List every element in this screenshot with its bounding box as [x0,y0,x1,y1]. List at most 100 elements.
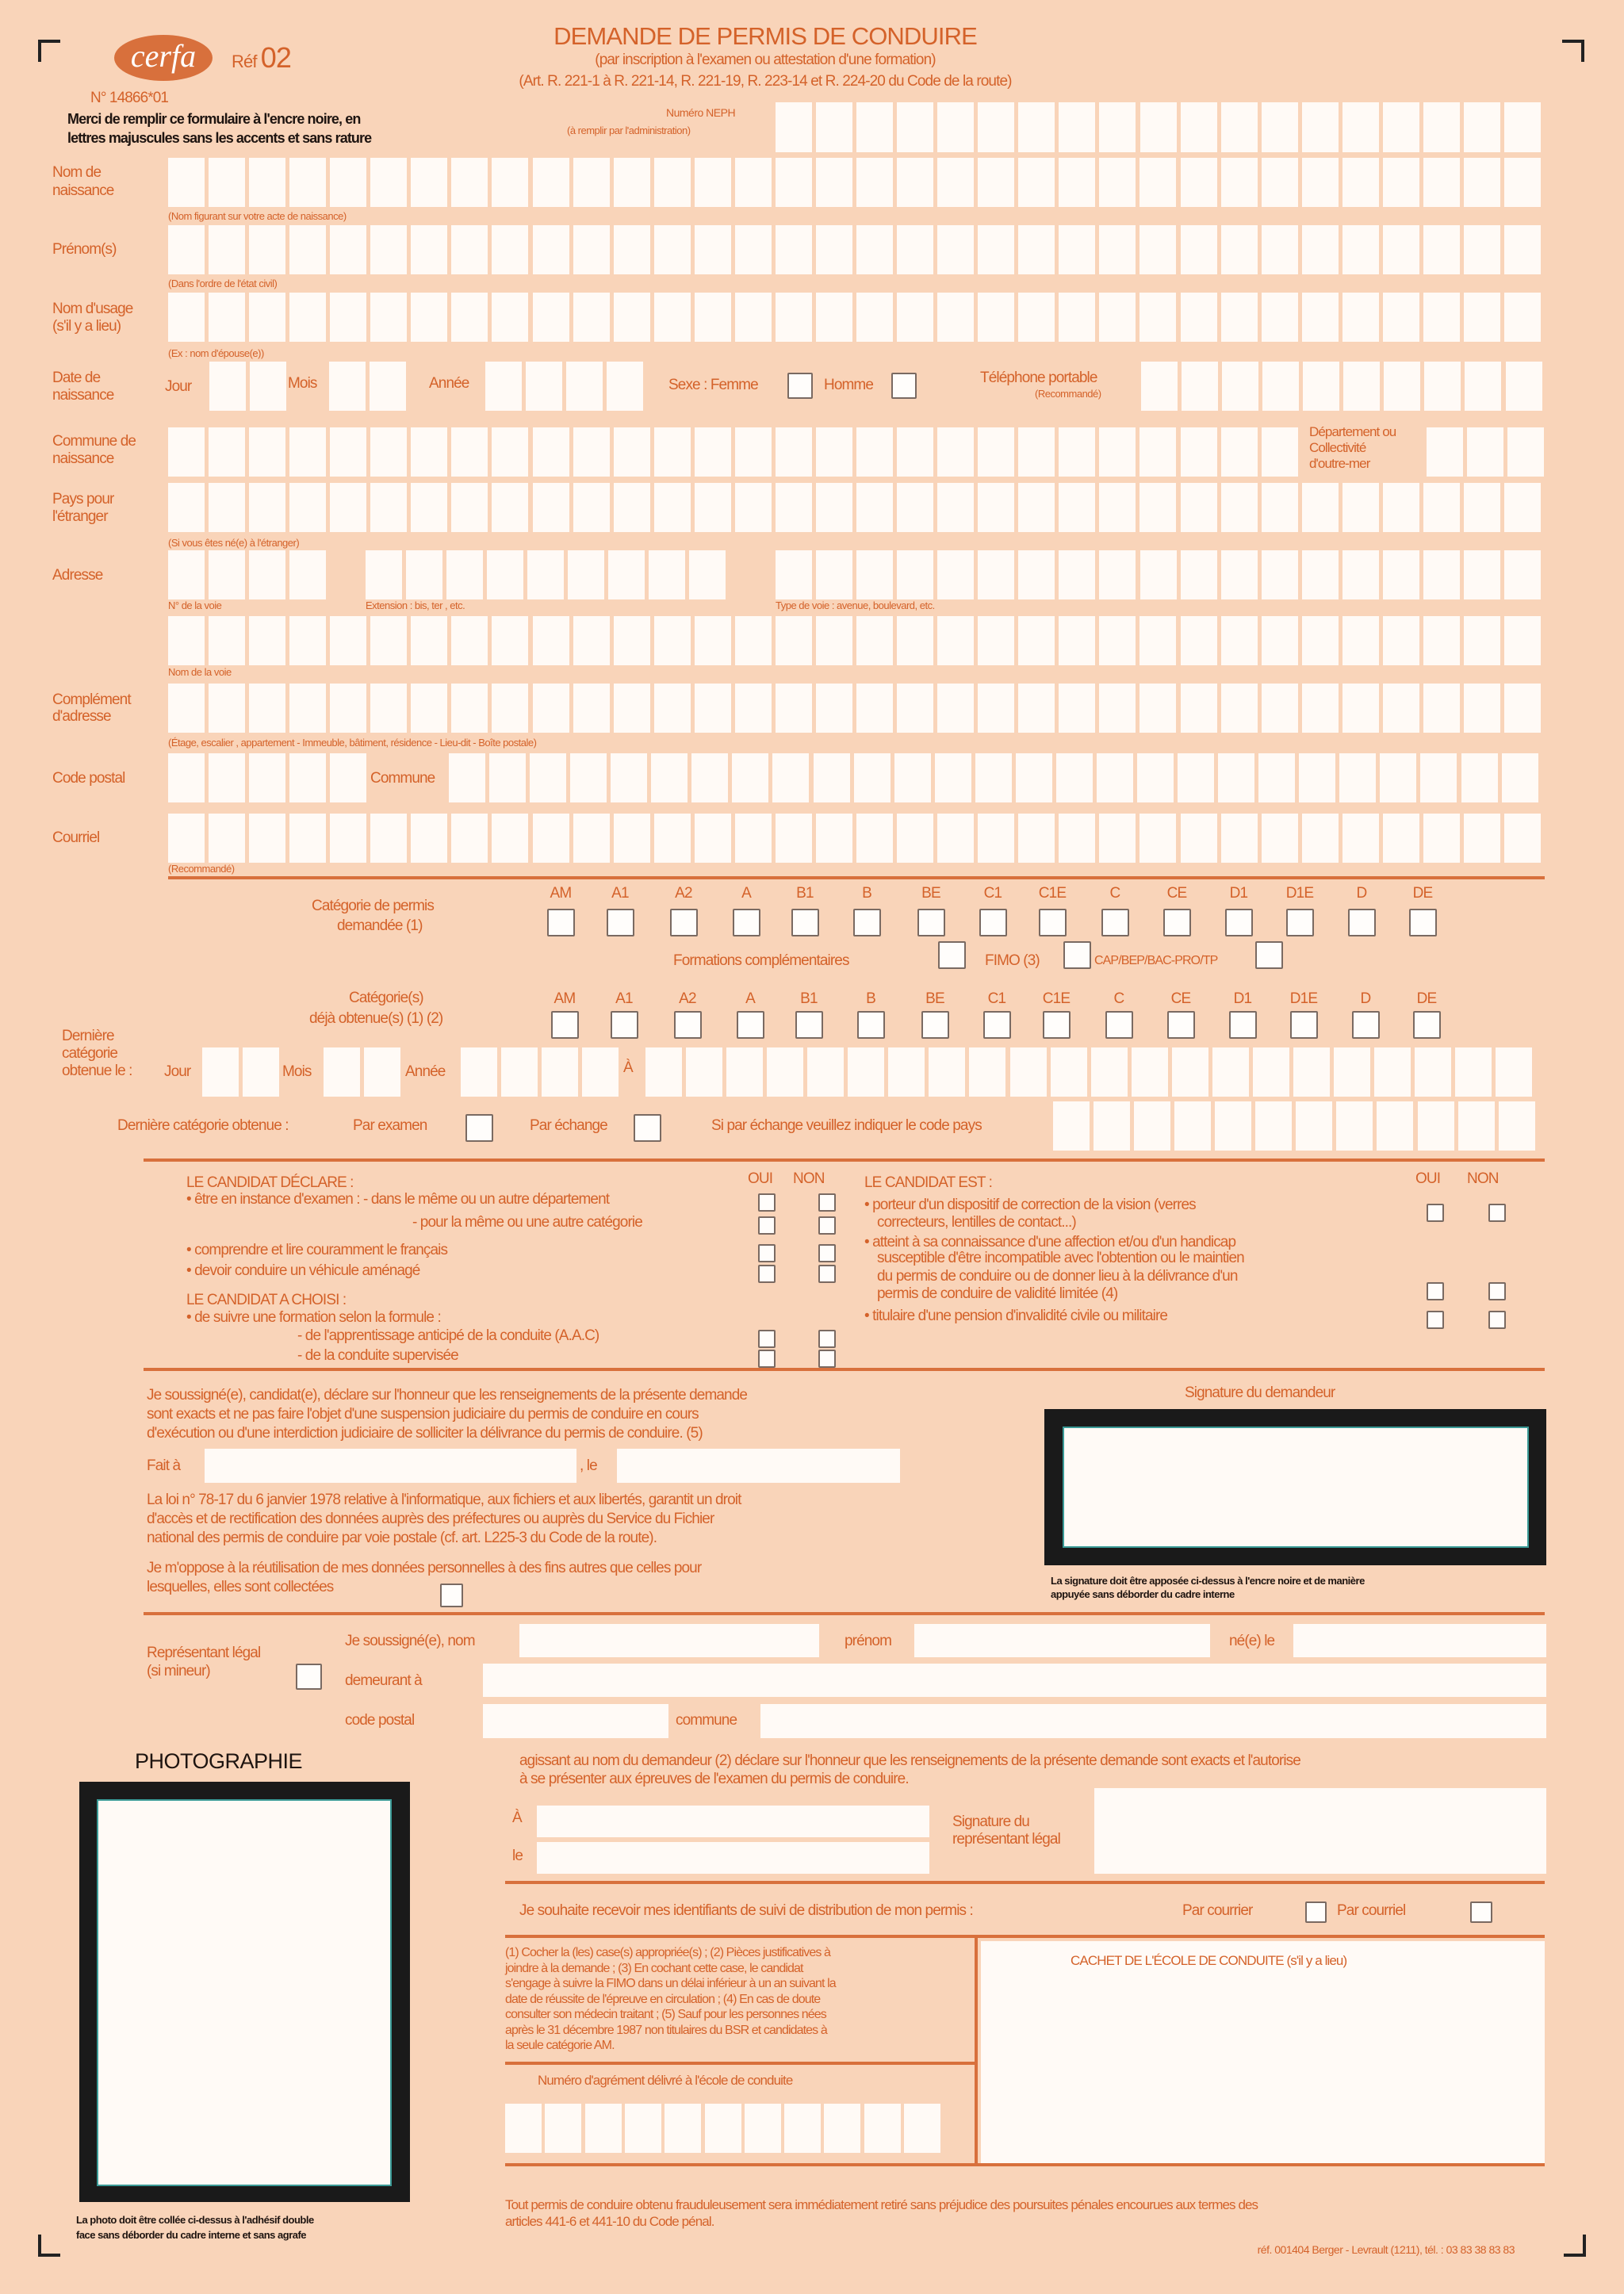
neph-box[interactable] [1423,102,1460,152]
commune-naissance-box[interactable] [897,427,934,477]
type-voie-box[interactable] [897,550,934,599]
num-voie-box[interactable] [168,550,205,599]
derniere-mois-box[interactable] [364,1047,401,1097]
code-postal-box[interactable] [249,753,286,802]
type-voie-box[interactable] [1018,550,1055,599]
categorie-demandee-checkbox-de[interactable] [1409,909,1437,936]
neph-box[interactable] [1464,102,1501,152]
prenoms-box[interactable] [856,225,894,274]
num-voie-box[interactable] [289,550,327,599]
complement-box[interactable] [1382,684,1419,733]
checkbox-non[interactable] [818,1193,836,1212]
categorie-obtenue-checkbox-b1[interactable] [795,1011,823,1039]
commune-box[interactable] [1218,753,1255,802]
pays-box[interactable] [411,483,448,532]
prenoms-box[interactable] [937,225,975,274]
prenoms-box[interactable] [168,225,205,274]
type-voie-box[interactable] [978,550,1015,599]
prenoms-box[interactable] [1463,225,1500,274]
prenoms-box[interactable] [897,225,934,274]
extension-box[interactable] [406,550,443,599]
complement-box[interactable] [775,684,812,733]
nom-naissance-box[interactable] [1382,158,1419,207]
nom-voie-box[interactable] [1301,616,1339,665]
categorie-obtenue-checkbox-d[interactable] [1352,1011,1380,1039]
categorie-demandee-checkbox-c[interactable] [1101,909,1129,936]
checkbox-representant[interactable] [296,1664,322,1690]
commune-naissance-box[interactable] [856,427,894,477]
pays-box[interactable] [1220,483,1258,532]
agrement-box[interactable] [824,2104,861,2153]
nom-usage-box[interactable] [1059,293,1096,342]
commune-naissance-box[interactable] [653,427,691,477]
telephone-box[interactable] [1303,362,1340,411]
derniere-lieu-box[interactable] [1374,1047,1411,1097]
courriel-box[interactable] [330,814,367,863]
checkbox-fimo[interactable] [1063,941,1091,969]
nom-usage-box[interactable] [573,293,610,342]
nom-voie-box[interactable] [411,616,448,665]
nom-usage-box[interactable] [168,293,205,342]
commune-naissance-box[interactable] [1180,427,1217,477]
nom-voie-box[interactable] [897,616,934,665]
rep-ne-le-field[interactable] [1293,1624,1546,1657]
checkbox-formations[interactable] [938,941,966,969]
nom-voie-box[interactable] [978,616,1015,665]
prenoms-box[interactable] [1423,225,1460,274]
nom-voie-box[interactable] [1220,616,1258,665]
courriel-box[interactable] [1018,814,1055,863]
complement-box[interactable] [573,684,610,733]
courriel-box[interactable] [1099,814,1136,863]
courriel-box[interactable] [1301,814,1339,863]
telephone-box[interactable] [1222,362,1259,411]
complement-box[interactable] [1301,684,1339,733]
courriel-box[interactable] [1139,814,1177,863]
nom-usage-box[interactable] [1503,293,1541,342]
derniere-lieu-box[interactable] [1455,1047,1492,1097]
prenoms-box[interactable] [653,225,691,274]
nom-naissance-box[interactable] [1180,158,1217,207]
courriel-box[interactable] [815,814,852,863]
complement-box[interactable] [1261,684,1298,733]
complement-box[interactable] [897,684,934,733]
telephone-box[interactable] [1424,362,1461,411]
nom-naissance-box[interactable] [1261,158,1298,207]
code-postal-box[interactable] [168,753,205,802]
pays-box[interactable] [1180,483,1217,532]
annee-naissance-box[interactable] [566,362,603,411]
agrement-box[interactable] [624,2104,661,2153]
prenoms-box[interactable] [289,225,327,274]
pays-box[interactable] [897,483,934,532]
complement-box[interactable] [1180,684,1217,733]
nom-usage-box[interactable] [532,293,569,342]
pays-box[interactable] [856,483,894,532]
derniere-annee-box[interactable] [461,1047,497,1097]
nom-voie-box[interactable] [289,616,327,665]
type-voie-box[interactable] [1423,550,1460,599]
agrement-box[interactable] [704,2104,741,2153]
nom-usage-box[interactable] [1180,293,1217,342]
pays-box[interactable] [1301,483,1339,532]
neph-box[interactable] [776,102,812,152]
derniere-lieu-box[interactable] [807,1047,845,1097]
complement-box[interactable] [451,684,488,733]
courriel-box[interactable] [370,814,408,863]
courriel-box[interactable] [1342,814,1379,863]
categorie-demandee-checkbox-be[interactable] [917,909,945,936]
nom-naissance-box[interactable] [1220,158,1258,207]
nom-voie-box[interactable] [694,616,731,665]
nom-naissance-box[interactable] [694,158,731,207]
annee-naissance-box[interactable] [485,362,522,411]
checkbox-par-courrier[interactable] [1305,1901,1327,1923]
rep-commune-field[interactable] [760,1704,1546,1738]
nom-voie-box[interactable] [1261,616,1298,665]
derniere-lieu-box[interactable] [1090,1047,1128,1097]
derniere-annee-box[interactable] [582,1047,619,1097]
checkbox-oui[interactable] [758,1350,776,1368]
checkbox-cap[interactable] [1255,941,1283,969]
nom-naissance-box[interactable] [1018,158,1055,207]
rep-signature-area[interactable] [1094,1788,1546,1874]
prenoms-box[interactable] [370,225,408,274]
checkbox-oppose[interactable] [440,1584,463,1607]
commune-box[interactable] [651,753,688,802]
